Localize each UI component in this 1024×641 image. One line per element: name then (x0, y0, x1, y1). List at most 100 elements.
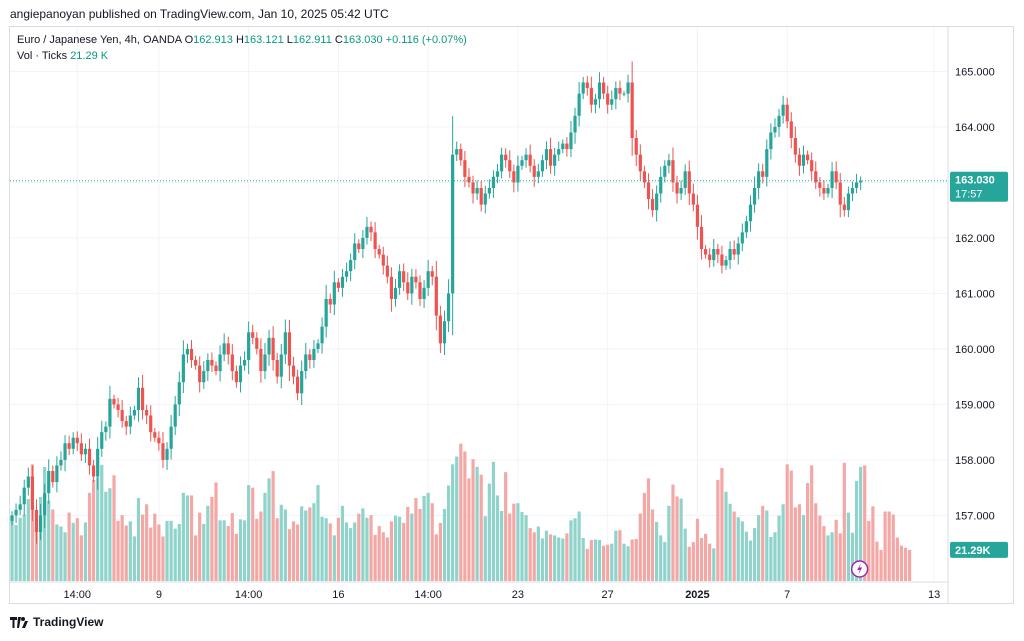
volume-bar (275, 518, 279, 581)
volume-bar (585, 548, 589, 581)
symbol-name[interactable]: Euro / Japanese Yen, 4h, OANDA (17, 34, 182, 46)
candle-body (695, 204, 700, 227)
volume-label[interactable]: Vol · Ticks (17, 50, 68, 62)
candle-body (255, 337, 259, 349)
volume-bar (340, 505, 345, 581)
volume-bar (365, 517, 369, 581)
volume-bar (47, 500, 51, 581)
candle-body (55, 465, 59, 483)
volume-bar (687, 546, 691, 581)
candle-body (512, 171, 516, 183)
candle-body (83, 448, 88, 455)
candle-body (320, 326, 324, 344)
volume-bar (557, 537, 561, 581)
volume-bar (487, 483, 491, 581)
candle-body (132, 409, 136, 416)
candle-body (508, 160, 512, 172)
volume-bar (381, 532, 385, 581)
volume-bar (198, 512, 202, 581)
candle-body (149, 415, 153, 433)
candle-body (659, 176, 663, 194)
candle-body (263, 354, 267, 372)
volume-bar (626, 546, 630, 581)
volume-bar (859, 466, 863, 581)
volume-bar (634, 539, 638, 581)
volume-bar (324, 518, 328, 581)
candle-body (422, 287, 426, 299)
candle-body (120, 409, 124, 422)
candle-body (614, 88, 618, 100)
candle-body (777, 115, 781, 127)
volume-bar (728, 503, 732, 581)
candle-body (728, 249, 732, 261)
candle-body (646, 182, 651, 200)
candle-body (834, 171, 838, 183)
volume-bar (202, 523, 206, 581)
volume-bar (565, 533, 569, 581)
candle-body (663, 165, 667, 177)
volume-bar (663, 542, 667, 581)
volume-bar (259, 511, 263, 581)
price-tick-label: 164.000 (955, 122, 995, 134)
tradingview-logo-icon (10, 616, 28, 628)
time-tick-label: 23 (512, 589, 524, 601)
volume-bar (736, 517, 740, 581)
candle-body (822, 187, 826, 194)
volume-bar (263, 492, 267, 581)
volume-bar (92, 479, 96, 581)
volume-bar (614, 530, 618, 581)
candle-body (22, 487, 26, 505)
candle-body (177, 382, 181, 405)
candle-body (585, 82, 589, 89)
candle-body (434, 276, 438, 316)
last-volume-badge (950, 541, 1008, 558)
volume-bar (112, 475, 116, 581)
volume-bar (724, 491, 728, 581)
candle-body (214, 365, 218, 372)
volume-bar (879, 549, 883, 581)
volume-bar (589, 540, 593, 581)
price-tick-label: 157.000 (955, 510, 995, 522)
volume-bar (63, 532, 67, 581)
volume-bar (124, 525, 128, 581)
volume-bar (300, 506, 304, 581)
candle-body (59, 459, 63, 466)
candle-body (100, 432, 104, 449)
candle-body (838, 182, 842, 205)
candle-body (38, 515, 43, 533)
volume-bar (622, 543, 626, 581)
candle-body (618, 88, 622, 94)
close-value: 163.030 (342, 34, 383, 46)
candle-body (500, 154, 504, 172)
candle-body (26, 476, 30, 488)
candle-body (349, 260, 353, 272)
volume-bar (418, 508, 422, 581)
candle-body (732, 249, 736, 255)
volume-bar (683, 528, 687, 581)
candle-body (757, 171, 761, 188)
volume-bar (842, 462, 846, 581)
candle-body (532, 165, 536, 177)
candle-body (328, 298, 332, 305)
volume-bar (234, 533, 238, 581)
volume-bar (267, 478, 271, 581)
volume-bar (206, 505, 210, 581)
volume-bar (161, 536, 165, 581)
volume-bar (850, 532, 855, 581)
volume-bar (740, 521, 744, 581)
candle-body (626, 82, 630, 94)
candle-body (189, 348, 194, 360)
candle-body (520, 160, 524, 166)
open-value: 162.913 (193, 34, 233, 46)
candle-body (577, 93, 581, 116)
candle-body (561, 143, 565, 150)
volume-bar (655, 521, 659, 581)
candle-body (234, 371, 238, 383)
candle-body (136, 387, 141, 410)
candle-body (630, 82, 634, 138)
price-tick-label: 160.000 (955, 344, 995, 356)
volume-bar (516, 503, 520, 581)
volume-bar (752, 528, 757, 581)
volume-bar (732, 511, 736, 581)
